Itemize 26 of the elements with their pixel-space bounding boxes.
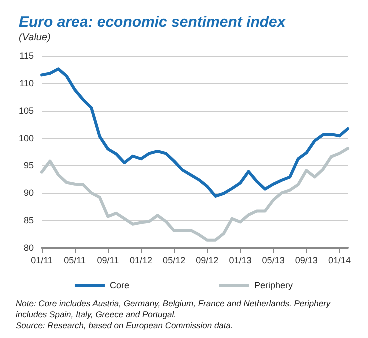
y-tick-label: 115 [20, 51, 34, 61]
source-note: Source: Research, based on European Commission data. [16, 320, 234, 330]
x-tick-label: 01/11 [31, 256, 53, 266]
y-tick-label: 85 [24, 216, 34, 226]
x-tick-label: 01/14 [328, 256, 351, 266]
x-tick-label: 09/13 [295, 256, 318, 266]
y-tick-label: 100 [18, 133, 34, 144]
x-tick-label: 01/13 [229, 256, 252, 266]
y-tick-label: 95 [24, 160, 34, 171]
x-tick-label: 09/12 [196, 256, 219, 266]
legend-label: Periphery [254, 280, 294, 290]
x-tick-label: 05/12 [163, 256, 186, 266]
x-tick-label: 09/11 [97, 256, 120, 266]
x-tick-label: 01/12 [130, 256, 153, 266]
y-tick-label: 110 [20, 78, 34, 88]
y-tick-label: 90 [24, 188, 34, 198]
line-series [40, 147, 350, 242]
text: Note: Core includes Austria, Germany, Belgium, France and Netherlands. Periphery includes Spain, Italy, Greece and Portugal. [16, 298, 334, 320]
chart-subtitle: (Value) [19, 32, 51, 44]
y-tick-label: 80 [24, 243, 34, 253]
y-tick-label: 105 [18, 106, 34, 116]
chart-title: Euro area: economic sentiment index [19, 14, 286, 31]
legend-label: Core [110, 280, 130, 290]
x-tick-label: 05/11 [64, 256, 86, 266]
line-series [40, 68, 350, 198]
x-tick-label: 05/13 [262, 256, 285, 266]
